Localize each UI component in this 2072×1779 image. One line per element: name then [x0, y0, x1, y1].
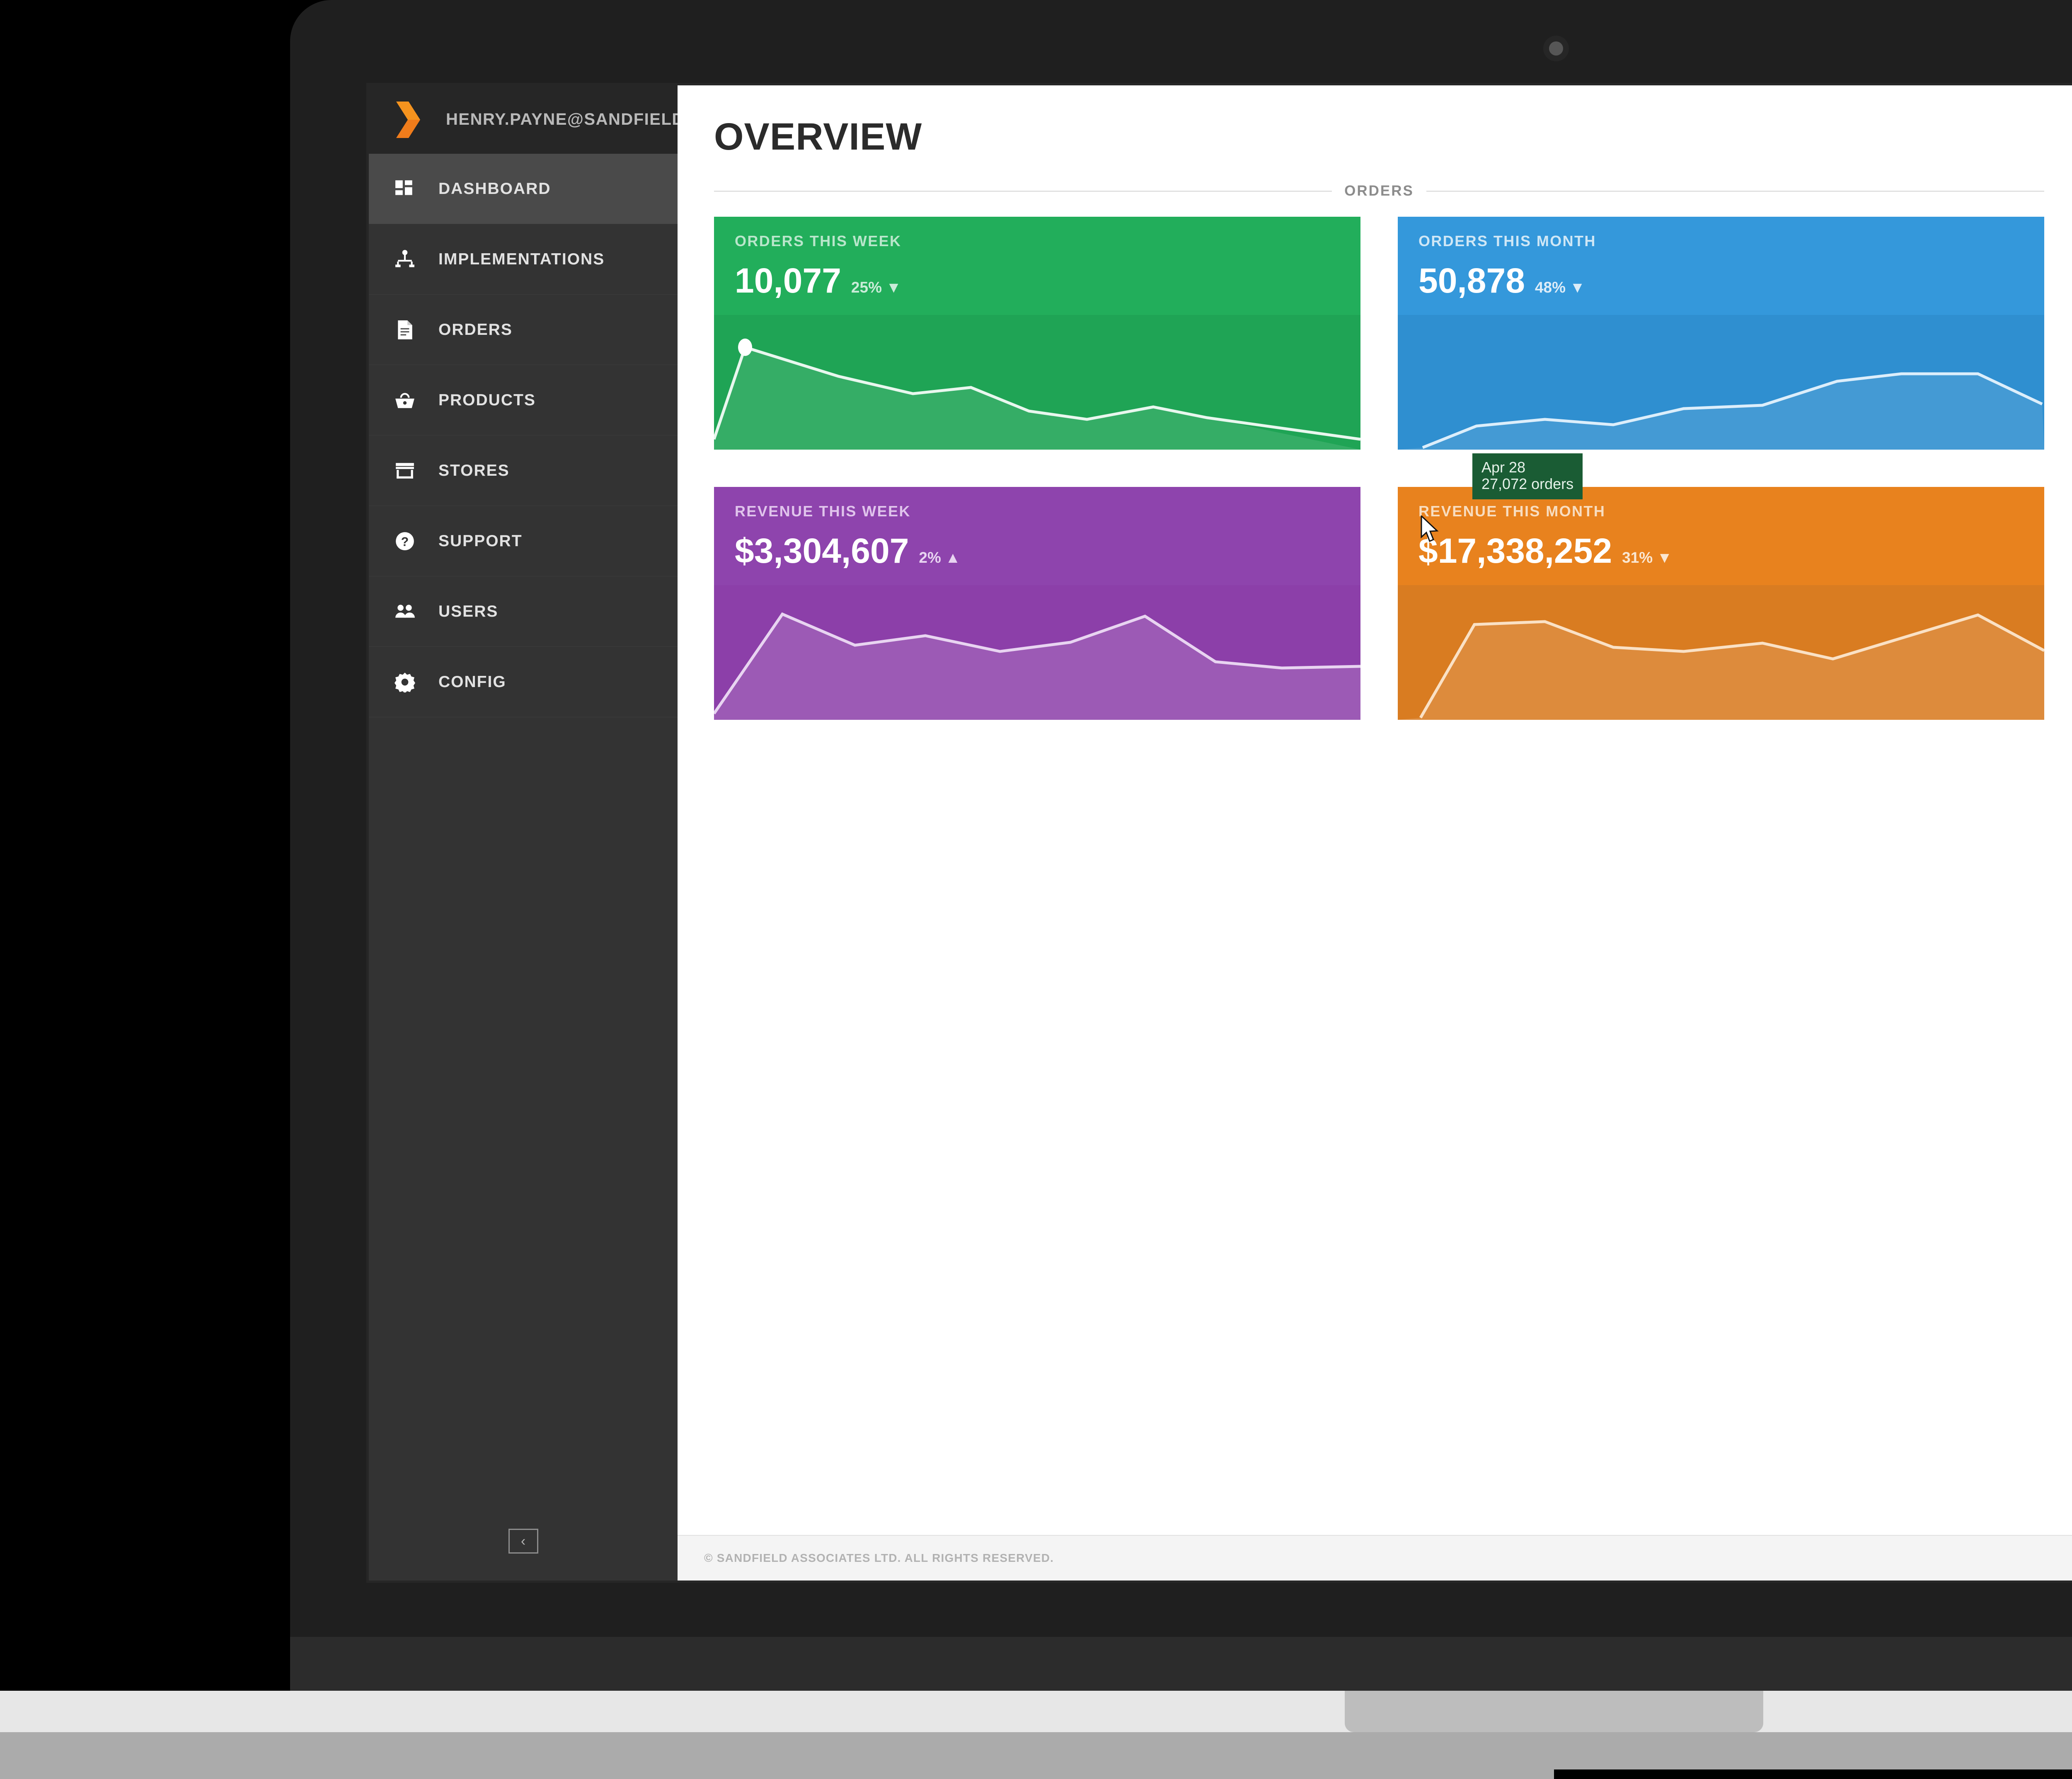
kpi-row-bottom: REVENUE THIS WEEK $3,304,607 2% ▲ [714, 487, 2044, 720]
card-header: ORDERS THIS MONTH 50,878 48% ▼ [1398, 217, 2044, 315]
sidebar-item-dashboard[interactable]: DASHBOARD [369, 154, 678, 224]
trend-up-icon: ▲ [941, 549, 961, 566]
sidebar-item-label: PRODUCTS [438, 391, 536, 409]
orders-section: ORDERS ORDERS THIS WEEK 10,077 25% ▼ [714, 183, 2044, 720]
card-value-row: 10,077 25% ▼ [735, 261, 1340, 301]
page-title: OVERVIEW [714, 116, 922, 158]
sidebar-item-support[interactable]: ? SUPPORT [369, 506, 678, 576]
sidebar: HENRY.PAYNE@SANDFIELD... ▼ DASHBOARD [369, 85, 722, 1581]
laptop-base-shadow-lower [1554, 1769, 2072, 1779]
card-delta: 31% ▼ [1622, 549, 1673, 566]
copyright-text: © SANDFIELD ASSOCIATES LTD. ALL RIGHTS R… [704, 1551, 1054, 1564]
trend-down-icon: ▼ [881, 279, 901, 296]
orders-week-sparkline [714, 339, 1360, 450]
brand-user-row[interactable]: HENRY.PAYNE@SANDFIELD... ▼ [369, 85, 722, 154]
sidebar-item-orders[interactable]: ORDERS [369, 295, 678, 365]
card-orders-this-week[interactable]: ORDERS THIS WEEK 10,077 25% ▼ [714, 217, 1360, 450]
revenue-month-sparkline [1398, 613, 2044, 720]
card-header: ORDERS THIS WEEK 10,077 25% ▼ [714, 217, 1360, 315]
card-delta: 48% ▼ [1535, 279, 1585, 296]
question-circle-icon: ? [395, 531, 424, 552]
card-chart-area [714, 315, 1360, 450]
sidebar-item-label: CONFIG [438, 673, 506, 691]
content-body: OVERVIEW ORDERS ORDERS THIS WEEK [678, 85, 2072, 1535]
sidebar-item-config[interactable]: CONFIG [369, 647, 678, 717]
sidebar-item-users[interactable]: USERS [369, 576, 678, 647]
sitemap-icon [395, 249, 424, 270]
card-title: REVENUE THIS WEEK [735, 503, 911, 520]
sidebar-collapse-row: ‹ [369, 1502, 678, 1581]
card-orders-this-month[interactable]: ORDERS THIS MONTH 50,878 48% ▼ [1398, 217, 2044, 450]
gear-icon [395, 672, 424, 692]
mouse-cursor [1421, 516, 1439, 542]
card-value-row: $3,304,607 2% ▲ [735, 531, 1340, 571]
card-chart-area [1398, 585, 2044, 720]
store-icon [395, 460, 424, 481]
revenue-week-sparkline [714, 612, 1360, 720]
card-title: ORDERS THIS MONTH [1418, 232, 1596, 249]
laptop-hinge [290, 1637, 2072, 1691]
orders-section-header: ORDERS [714, 183, 2044, 199]
card-delta: 25% ▼ [851, 279, 901, 296]
dashboard-grid: ORDERS ORDERS THIS WEEK 10,077 25% ▼ [714, 183, 2072, 720]
page-footer: © SANDFIELD ASSOCIATES LTD. ALL RIGHTS R… [678, 1535, 2072, 1581]
highlight-point [738, 339, 752, 356]
card-value: 50,878 [1418, 261, 1525, 300]
card-value: $17,338,252 [1418, 531, 1612, 570]
card-value-row: 50,878 48% ▼ [1418, 261, 2024, 301]
sidebar-item-label: IMPLEMENTATIONS [438, 250, 605, 268]
user-email-label: HENRY.PAYNE@SANDFIELD... [446, 110, 700, 128]
application-screen: HENRY.PAYNE@SANDFIELD... ▼ DASHBOARD [369, 85, 2072, 1581]
users-icon [395, 601, 424, 622]
card-title: ORDERS THIS WEEK [735, 232, 902, 249]
kpi-row-top: ORDERS THIS WEEK 10,077 25% ▼ [714, 217, 2044, 450]
svg-text:?: ? [401, 535, 409, 549]
laptop-trackpad-notch [1345, 1691, 1763, 1732]
card-delta: 2% ▲ [919, 549, 961, 566]
card-revenue-this-month[interactable]: REVENUE THIS MONTH $17,338,252 31% ▼ [1398, 487, 2044, 720]
card-chart-area [714, 585, 1360, 720]
dashboard-icon [395, 179, 424, 199]
sidebar-item-stores[interactable]: STORES [369, 436, 678, 506]
card-header: REVENUE THIS MONTH $17,338,252 31% ▼ [1398, 487, 2044, 585]
orders-month-sparkline [1398, 372, 2044, 450]
sidebar-item-label: DASHBOARD [438, 179, 551, 198]
webcam-icon [1549, 41, 1563, 56]
card-revenue-this-week[interactable]: REVENUE THIS WEEK $3,304,607 2% ▲ [714, 487, 1360, 720]
card-value: 10,077 [735, 261, 841, 300]
sidebar-spacer [369, 717, 678, 1502]
orders-section-label: ORDERS [1344, 183, 1414, 199]
card-value-row: $17,338,252 31% ▼ [1418, 531, 2024, 571]
document-icon [395, 319, 424, 340]
chevron-logo-icon [395, 101, 425, 139]
card-title: REVENUE THIS MONTH [1418, 503, 1606, 520]
card-header: REVENUE THIS WEEK $3,304,607 2% ▲ [714, 487, 1360, 585]
divider-right [1426, 190, 2044, 192]
trend-down-icon: ▼ [1653, 549, 1673, 566]
sidebar-item-label: SUPPORT [438, 532, 523, 550]
card-value: $3,304,607 [735, 531, 909, 570]
sidebar-item-label: ORDERS [438, 320, 513, 339]
divider-left [714, 190, 1332, 192]
sidebar-item-label: STORES [438, 461, 510, 479]
sidebar-item-products[interactable]: PRODUCTS [369, 365, 678, 436]
collapse-sidebar-button[interactable]: ‹ [508, 1529, 538, 1554]
sidebar-item-implementations[interactable]: IMPLEMENTATIONS [369, 224, 678, 295]
card-chart-area [1398, 315, 2044, 450]
main-content: OVERVIEW ORDERS ORDERS THIS WEEK [678, 85, 2072, 1581]
trend-down-icon: ▼ [1565, 279, 1585, 296]
sidebar-item-label: USERS [438, 602, 499, 620]
basket-icon [395, 390, 424, 411]
